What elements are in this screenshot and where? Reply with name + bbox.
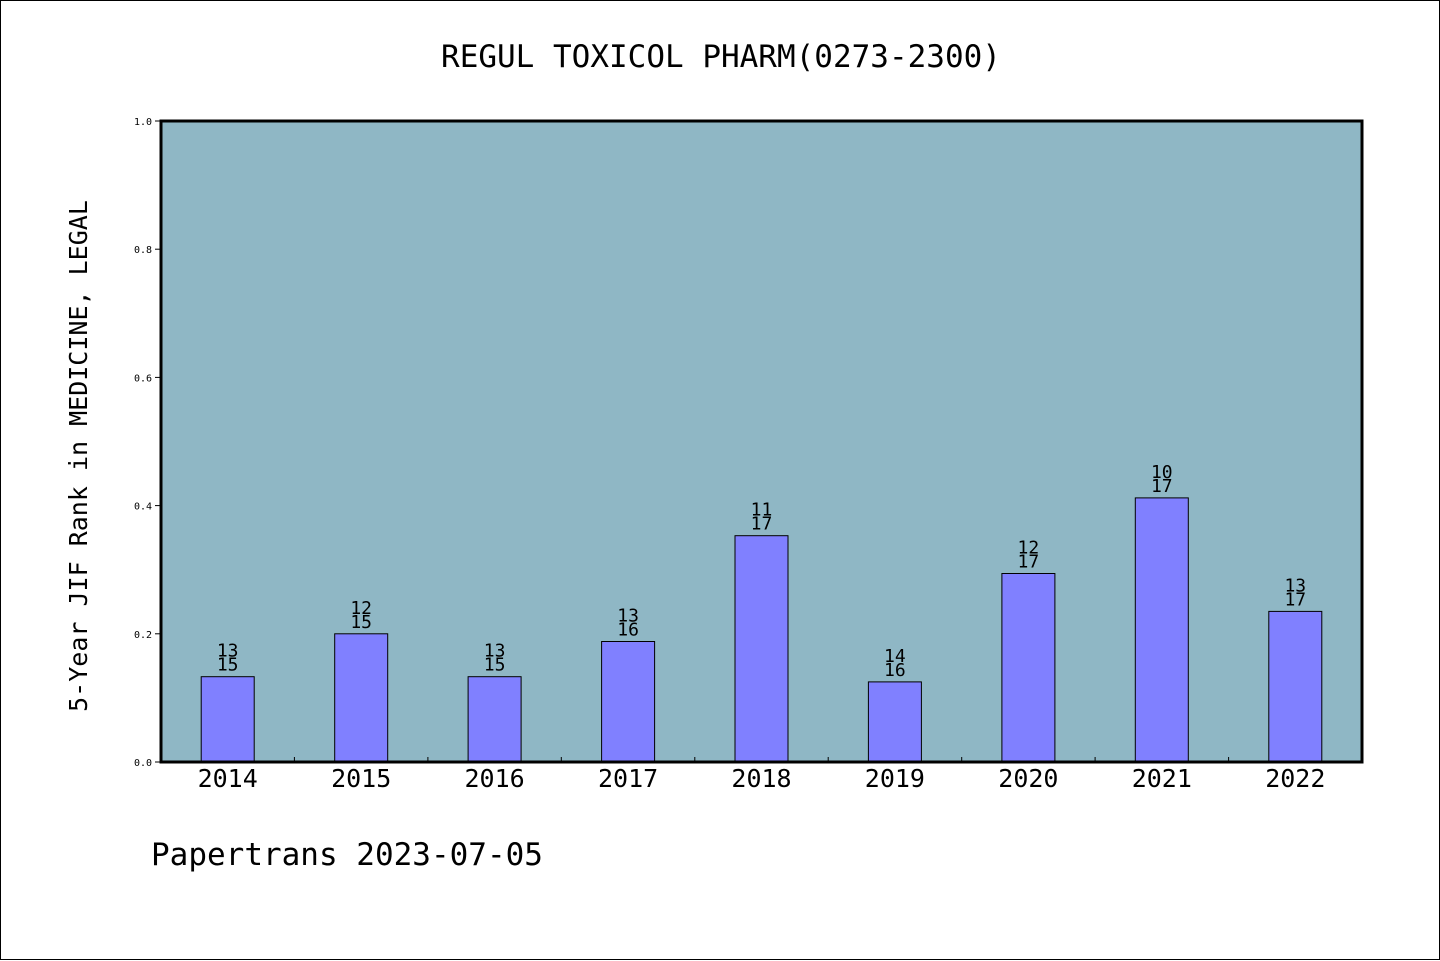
x-tick-label-2022: 2022	[1265, 764, 1325, 793]
bar-rank-label-2015: 12	[350, 598, 372, 619]
bar-total-label-2014: 15	[217, 655, 239, 676]
y-axis-label: 5-Year JIF Rank in MEDICINE, LEGAL	[64, 200, 93, 712]
x-tick-label-2016: 2016	[464, 764, 524, 793]
y-tick-label-0.0: 0.0	[134, 758, 152, 769]
bar-rank-label-2014: 13	[217, 641, 239, 662]
bar-2019	[867, 681, 922, 763]
bar-rank-label-2019: 14	[884, 646, 906, 667]
bar-rank-label-2016: 13	[484, 641, 506, 662]
x-tick-label-2015: 2015	[331, 764, 391, 793]
bar-total-label-2021: 17	[1151, 476, 1173, 497]
bar-total-label-2016: 15	[484, 655, 506, 676]
bar-total-label-2015: 15	[350, 612, 372, 633]
bar-rank-label-2021: 10	[1151, 462, 1173, 483]
bar-2014	[200, 676, 255, 763]
chart-title: REGUL TOXICOL PHARM(0273-2300)	[441, 39, 1001, 75]
bar-2017	[601, 641, 656, 763]
bar-2022	[1268, 610, 1323, 763]
y-tick-label-0.6: 0.6	[134, 373, 152, 384]
y-axis-ticks: 0.0 0.2 0.4 0.6 0.8 1.0	[134, 117, 161, 769]
plot-border	[159, 119, 1364, 764]
x-tick-label-2014: 2014	[198, 764, 258, 793]
bar-2016	[467, 676, 522, 763]
bar-total-label-2017: 16	[617, 620, 639, 641]
x-tick-label-2017: 2017	[598, 764, 658, 793]
y-tick-label-0.2: 0.2	[134, 630, 152, 641]
bar-2015	[334, 633, 389, 763]
bar-total-label-2022: 17	[1284, 589, 1306, 610]
y-tick-label-0.4: 0.4	[134, 502, 152, 513]
bar-2021	[1134, 497, 1189, 763]
bar-total-label-2020: 17	[1018, 552, 1040, 573]
bar-rank-label-2018: 11	[751, 500, 773, 521]
bar-rank-label-2017: 13	[617, 606, 639, 627]
bar-total-label-2018: 17	[751, 514, 773, 535]
bar-rank-label-2022: 13	[1284, 575, 1306, 596]
bar-2018	[734, 535, 789, 763]
x-axis-ticks: 2014 2015 2016 2017 2018 2019 2020 2021 2022	[198, 757, 1325, 793]
bar-2020	[1001, 573, 1056, 763]
x-tick-label-2020: 2020	[998, 764, 1058, 793]
footer-credit: Papertrans 2023-07-05	[151, 837, 543, 873]
x-tick-label-2018: 2018	[731, 764, 791, 793]
x-tick-label-2021: 2021	[1132, 764, 1192, 793]
bar-total-label-2019: 16	[884, 660, 906, 681]
bar-rank-label-2020: 12	[1018, 538, 1040, 559]
y-tick-label-1.0: 1.0	[134, 117, 152, 128]
x-tick-label-2019: 2019	[865, 764, 925, 793]
y-tick-label-0.8: 0.8	[134, 245, 152, 256]
